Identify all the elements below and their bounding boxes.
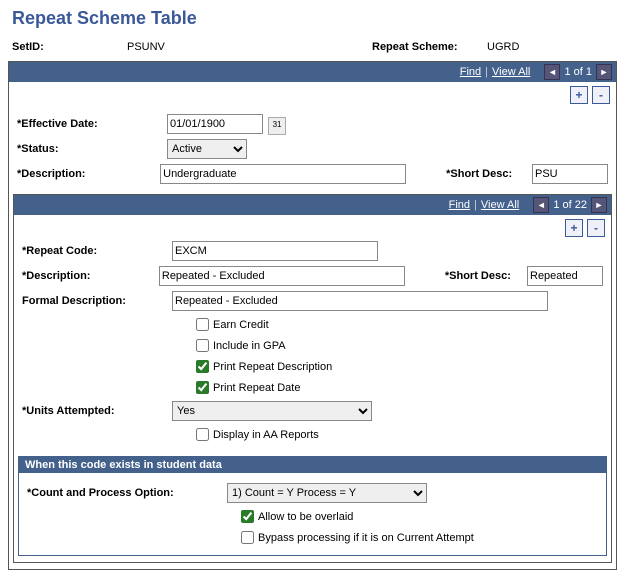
short-desc2-label: *Short Desc:: [445, 270, 527, 282]
short-desc-input[interactable]: [532, 164, 608, 184]
print-repeat-desc-label: Print Repeat Description: [213, 361, 332, 373]
description-input[interactable]: [160, 164, 406, 184]
level1-scroll: Find | View All ◄ 1 of 1 ► + - *Effectiv…: [8, 61, 617, 570]
level2-scroll: Find | View All ◄ 1 of 22 ► + - *Repeat …: [13, 194, 612, 563]
print-repeat-desc-checkbox[interactable]: [196, 360, 209, 373]
toolbar-separator: |: [474, 199, 477, 211]
repeat-code-label: *Repeat Code:: [22, 245, 172, 257]
prev-row-icon[interactable]: ◄: [544, 64, 560, 80]
earn-credit-checkbox[interactable]: [196, 318, 209, 331]
description-label: *Description:: [17, 168, 160, 180]
section-title: When this code exists in student data: [19, 457, 606, 473]
next-row-icon[interactable]: ►: [596, 64, 612, 80]
code-exists-section: When this code exists in student data *C…: [18, 456, 607, 556]
prev-row-icon[interactable]: ◄: [533, 197, 549, 213]
repeat-scheme-label: Repeat Scheme:: [372, 41, 487, 53]
setid-label: SetID:: [12, 41, 127, 53]
page-title: Repeat Scheme Table: [12, 8, 617, 29]
viewall-link[interactable]: View All: [481, 199, 519, 211]
status-label: *Status:: [17, 143, 167, 155]
level1-add-delete: + -: [9, 82, 616, 104]
include-gpa-checkbox[interactable]: [196, 339, 209, 352]
level2-toolbar: Find | View All ◄ 1 of 22 ►: [14, 195, 611, 215]
effective-date-label: *Effective Date:: [17, 118, 167, 130]
short-desc2-input[interactable]: [527, 266, 603, 286]
setid-value: PSUNV: [127, 41, 372, 53]
display-aa-label: Display in AA Reports: [213, 429, 319, 441]
toolbar-separator: |: [485, 66, 488, 78]
allow-overlaid-label: Allow to be overlaid: [258, 511, 353, 523]
include-gpa-label: Include in GPA: [213, 340, 286, 352]
delete-row-button[interactable]: -: [587, 219, 605, 237]
count-process-select[interactable]: 1) Count = Y Process = Y: [227, 483, 427, 503]
units-attempted-label: *Units Attempted:: [22, 405, 172, 417]
level2-add-delete: + -: [14, 215, 611, 237]
pager-text: 1 of 1: [564, 66, 592, 78]
allow-overlaid-checkbox[interactable]: [241, 510, 254, 523]
pager-text: 1 of 22: [553, 199, 587, 211]
formal-desc-input[interactable]: [172, 291, 548, 311]
find-link[interactable]: Find: [449, 199, 470, 211]
level1-toolbar: Find | View All ◄ 1 of 1 ►: [9, 62, 616, 82]
description2-input[interactable]: [159, 266, 405, 286]
calendar-icon[interactable]: 31: [268, 117, 286, 135]
effective-date-input[interactable]: [167, 114, 263, 134]
print-repeat-date-checkbox[interactable]: [196, 381, 209, 394]
bypass-checkbox[interactable]: [241, 531, 254, 544]
repeat-scheme-value: UGRD: [487, 41, 519, 53]
add-row-button[interactable]: +: [565, 219, 583, 237]
display-aa-checkbox[interactable]: [196, 428, 209, 441]
delete-row-button[interactable]: -: [592, 86, 610, 104]
status-select[interactable]: Active: [167, 139, 247, 159]
count-process-label: *Count and Process Option:: [27, 487, 227, 499]
add-row-button[interactable]: +: [570, 86, 588, 104]
formal-desc-label: Formal Description:: [22, 295, 172, 307]
next-row-icon[interactable]: ►: [591, 197, 607, 213]
find-link[interactable]: Find: [460, 66, 481, 78]
level2-body: *Repeat Code: *Description: *Short Desc:…: [14, 240, 611, 452]
units-attempted-select[interactable]: Yes: [172, 401, 372, 421]
viewall-link[interactable]: View All: [492, 66, 530, 78]
print-repeat-date-label: Print Repeat Date: [213, 382, 300, 394]
description2-label: *Description:: [22, 270, 159, 282]
short-desc-label: *Short Desc:: [446, 168, 532, 180]
earn-credit-label: Earn Credit: [213, 319, 269, 331]
repeat-code-input[interactable]: [172, 241, 378, 261]
bypass-label: Bypass processing if it is on Current At…: [258, 532, 474, 544]
level1-body: *Effective Date: 31 *Status: Active *Des…: [9, 104, 616, 194]
header-row: SetID: PSUNV Repeat Scheme: UGRD: [4, 41, 617, 61]
